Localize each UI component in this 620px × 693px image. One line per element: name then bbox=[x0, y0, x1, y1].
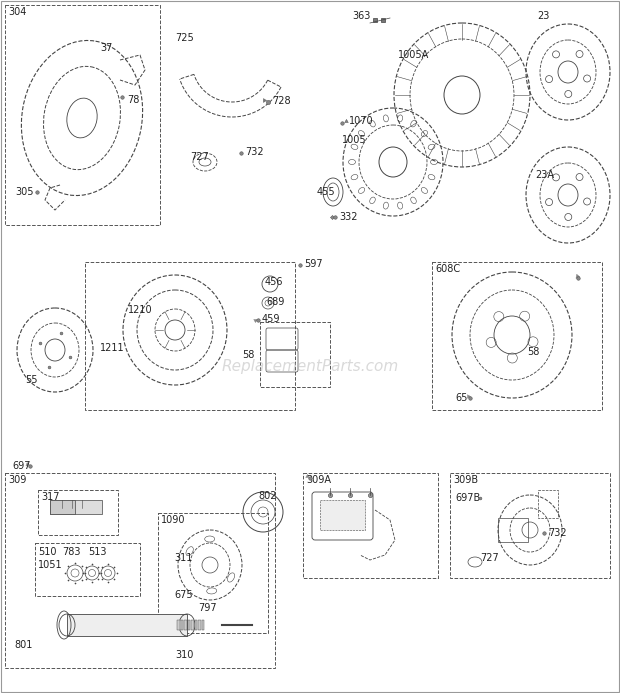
Bar bbox=[50, 500, 102, 514]
Bar bbox=[5, 5, 160, 225]
Text: 305: 305 bbox=[15, 187, 33, 197]
Text: 783: 783 bbox=[62, 547, 81, 557]
Text: 23: 23 bbox=[537, 11, 549, 21]
Text: 455: 455 bbox=[317, 187, 335, 197]
Text: 459: 459 bbox=[262, 314, 280, 324]
Text: 1210: 1210 bbox=[128, 305, 153, 315]
Text: 513: 513 bbox=[88, 547, 107, 557]
Bar bbox=[191, 620, 193, 630]
Bar bbox=[202, 620, 204, 630]
Text: 317: 317 bbox=[41, 492, 60, 502]
Text: 78: 78 bbox=[127, 95, 140, 105]
Text: 58: 58 bbox=[242, 350, 254, 360]
Text: 55: 55 bbox=[25, 375, 37, 385]
Text: 732: 732 bbox=[245, 147, 264, 157]
Bar bbox=[38, 490, 118, 535]
Bar bbox=[260, 322, 330, 387]
Text: 797: 797 bbox=[198, 603, 216, 613]
Text: 309B: 309B bbox=[453, 475, 478, 485]
Text: 1090: 1090 bbox=[161, 515, 185, 525]
Text: 727: 727 bbox=[480, 553, 498, 563]
Text: 309A: 309A bbox=[306, 475, 331, 485]
Text: 728: 728 bbox=[272, 96, 291, 106]
Bar bbox=[498, 518, 528, 542]
Text: 510: 510 bbox=[38, 547, 56, 557]
Bar bbox=[320, 500, 365, 530]
Text: 608C: 608C bbox=[435, 264, 460, 274]
Text: 304: 304 bbox=[8, 7, 27, 17]
Bar bbox=[538, 490, 558, 518]
Bar bbox=[184, 620, 187, 630]
Bar bbox=[195, 620, 197, 630]
Text: 1051: 1051 bbox=[38, 560, 63, 570]
Bar bbox=[177, 620, 180, 630]
Text: 309: 309 bbox=[8, 475, 27, 485]
Text: 675: 675 bbox=[174, 590, 193, 600]
Bar bbox=[187, 620, 190, 630]
Text: 311: 311 bbox=[174, 553, 192, 563]
Text: 363: 363 bbox=[352, 11, 370, 21]
Text: 23A: 23A bbox=[535, 170, 554, 180]
Bar bbox=[180, 620, 183, 630]
Text: 1070: 1070 bbox=[349, 116, 374, 126]
Bar bbox=[303, 473, 438, 578]
Text: 801: 801 bbox=[14, 640, 32, 650]
Text: 65: 65 bbox=[455, 393, 467, 403]
Bar bbox=[50, 500, 75, 514]
Bar bbox=[432, 262, 602, 410]
Bar bbox=[450, 473, 610, 578]
Bar bbox=[35, 543, 140, 596]
Text: 802: 802 bbox=[258, 491, 277, 501]
Text: 58: 58 bbox=[527, 347, 539, 357]
Bar bbox=[67, 614, 187, 636]
Text: 1211: 1211 bbox=[100, 343, 125, 353]
Bar bbox=[198, 620, 200, 630]
Text: 697: 697 bbox=[12, 461, 30, 471]
Text: 1005A: 1005A bbox=[398, 50, 429, 60]
Text: 689: 689 bbox=[266, 297, 285, 307]
Bar bbox=[158, 513, 268, 633]
Bar bbox=[85, 262, 295, 410]
Bar bbox=[5, 473, 275, 668]
Text: ReplacementParts.com: ReplacementParts.com bbox=[221, 360, 399, 374]
Text: 597: 597 bbox=[304, 259, 322, 269]
Text: 1005: 1005 bbox=[342, 135, 366, 145]
Text: 332: 332 bbox=[339, 212, 358, 222]
Text: 456: 456 bbox=[265, 277, 283, 287]
Text: 725: 725 bbox=[175, 33, 193, 43]
Text: 727: 727 bbox=[190, 152, 209, 162]
Text: 732: 732 bbox=[548, 528, 567, 538]
Text: 37: 37 bbox=[100, 43, 112, 53]
Text: 310: 310 bbox=[175, 650, 193, 660]
Text: 697B: 697B bbox=[455, 493, 480, 503]
